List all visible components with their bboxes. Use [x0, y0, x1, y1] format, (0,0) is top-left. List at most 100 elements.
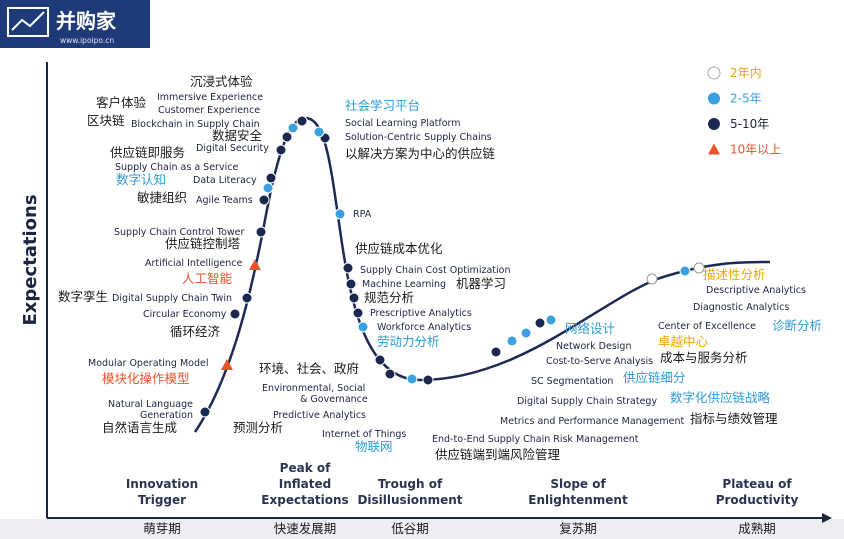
label: Machine Learning — [362, 279, 446, 290]
label: Cost-to-Serve Analysis — [546, 356, 653, 367]
label: Supply Chain Control Tower — [114, 227, 245, 238]
label: 指标与绩效管理 — [690, 411, 778, 426]
logo-url: www.ipoipo.cn — [60, 36, 114, 45]
label: 供应链成本优化 — [355, 241, 443, 256]
dot — [422, 374, 434, 386]
dot — [255, 226, 267, 238]
dot — [313, 126, 325, 138]
label: 劳动力分析 — [377, 334, 440, 349]
stage-band — [0, 519, 844, 539]
legend-symbol — [708, 143, 720, 155]
label: 社会学习平台 — [345, 98, 420, 113]
label: End-to-End Supply Chain Risk Management — [432, 434, 639, 445]
dot — [490, 346, 502, 358]
hype-curve — [193, 116, 771, 433]
dot — [241, 292, 253, 304]
phase-name: Peak of — [280, 461, 331, 475]
label: 自然语言生成 — [102, 420, 177, 435]
legend-symbol — [708, 92, 720, 105]
dots — [199, 115, 705, 418]
label: Descriptive Analytics — [706, 285, 806, 296]
phase-name: Plateau of — [722, 477, 792, 491]
label: 供应链控制塔 — [165, 236, 241, 251]
label: Prescriptive Analytics — [370, 308, 472, 319]
dot — [679, 265, 691, 277]
label: 数据安全 — [212, 128, 263, 143]
label: RPA — [353, 209, 372, 220]
phase-stage: 萌芽期 — [143, 521, 181, 536]
label: 环境、社会、政府 — [259, 361, 359, 376]
dot — [406, 373, 418, 385]
phase-stage: 快速发展期 — [274, 521, 337, 536]
label: Customer Experience — [158, 105, 260, 116]
legend-symbol — [707, 66, 721, 80]
label: Artificial Intelligence — [145, 258, 243, 269]
label: Natural Language — [108, 399, 193, 410]
logo-icon-line — [11, 11, 45, 31]
legend-symbol — [708, 118, 720, 130]
label: 数字认知 — [116, 172, 166, 187]
label: Predictive Analytics — [273, 410, 366, 421]
label: 区块链 — [87, 113, 125, 128]
label: Supply Chain as a Service — [115, 162, 238, 173]
x-axis-arrow — [822, 513, 832, 523]
label: Network Design — [556, 341, 632, 352]
dot — [646, 273, 658, 285]
legend-label: 2-5年 — [730, 92, 762, 106]
label: & Governance — [300, 394, 368, 405]
label: 物联网 — [355, 439, 393, 454]
label: 数字孪生 — [58, 289, 108, 304]
label: Environmental, Social — [262, 383, 365, 394]
labels: 沉浸式体验 Immersive Experience 客户体验 Customer Ex… — [58, 74, 822, 462]
label: SC Segmentation — [531, 376, 613, 387]
dot — [258, 194, 270, 206]
dot — [342, 262, 354, 274]
dot — [352, 307, 364, 319]
logo: 并购家 www.ipoipo.cn — [0, 0, 150, 48]
phase-name: Slope of — [550, 477, 606, 491]
label: 诊断分析 — [772, 318, 822, 333]
phase-name: Disillusionment — [357, 493, 462, 507]
label: Generation — [140, 410, 193, 421]
dot — [506, 335, 518, 347]
dot — [348, 292, 360, 304]
label: 以解决方案为中心的供应链 — [345, 146, 496, 161]
label: Solution-Centric Supply Chains — [345, 132, 492, 143]
dot — [384, 368, 396, 380]
label: Metrics and Performance Management — [500, 416, 684, 427]
label: 客户体验 — [96, 95, 147, 110]
phases: Innovation Trigger 萌芽期 Peak of Inflated Expec… — [126, 461, 799, 536]
legend: 2年内 2-5年 5-10年 10年以上 — [707, 66, 781, 157]
label: 人工智能 — [182, 271, 233, 286]
label: Immersive Experience — [157, 92, 263, 103]
dot — [534, 317, 546, 329]
dot — [262, 182, 274, 194]
legend-label: 10年以上 — [730, 143, 781, 157]
label: Digital Supply Chain Twin — [112, 293, 232, 304]
label: 数字化供应链战略 — [670, 390, 771, 405]
dot — [374, 354, 386, 366]
label: 供应链端到端风险管理 — [435, 447, 561, 462]
label: 预测分析 — [233, 420, 283, 435]
dot — [275, 144, 287, 156]
label: Diagnostic Analytics — [693, 302, 789, 313]
label: Digital Security — [196, 143, 269, 154]
phase-name: Enlightenment — [528, 493, 628, 507]
label: 模块化操作模型 — [102, 371, 190, 386]
legend-label: 2年内 — [730, 66, 762, 80]
phase-name: Inflated — [279, 477, 331, 491]
dot — [287, 122, 299, 134]
label: Center of Excellence — [658, 321, 756, 332]
dot — [545, 314, 557, 326]
dot-triangle — [221, 359, 233, 370]
logo-icon — [7, 7, 49, 37]
phase-stage: 复苏期 — [559, 521, 597, 536]
dot — [265, 172, 277, 184]
dot — [229, 308, 241, 320]
phase-name: Expectations — [261, 493, 348, 507]
label: 卓越中心 — [658, 334, 709, 349]
label: Modular Operating Model — [88, 358, 209, 369]
dot — [345, 278, 357, 290]
dot — [281, 131, 293, 143]
label: Workforce Analytics — [377, 322, 471, 333]
